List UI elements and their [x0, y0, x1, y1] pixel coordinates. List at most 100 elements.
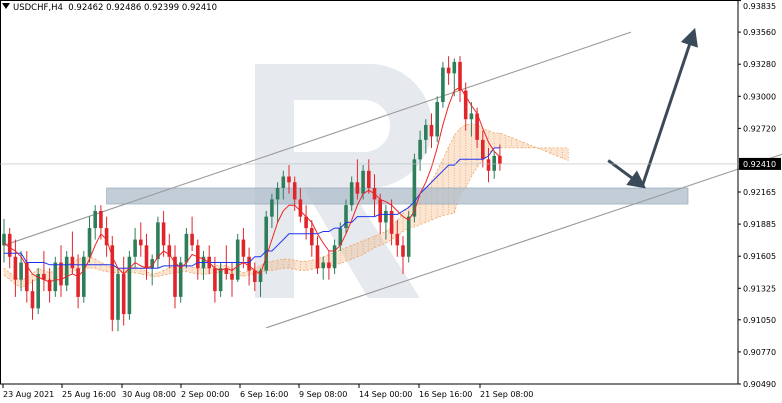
candle-body [218, 268, 223, 292]
arrow-down-icon [607, 159, 647, 189]
candle-body [441, 67, 445, 103]
candle-body [332, 245, 337, 269]
current-price-tag-label: 0.92410 [743, 160, 776, 169]
candle-body [492, 155, 496, 171]
candle [435, 96, 439, 143]
candle-body [469, 113, 474, 120]
current-price-tag-bg [739, 157, 781, 170]
candle-body [435, 102, 439, 137]
candle-body [161, 222, 166, 246]
candle-body [104, 228, 109, 246]
x-tick-label: 2 Sep 00:00 [181, 390, 229, 399]
candle [332, 239, 337, 274]
candle [264, 210, 268, 274]
candle-body [178, 262, 183, 297]
candle [184, 228, 189, 269]
candle [275, 182, 280, 223]
candle-body [110, 245, 115, 320]
candle-body [264, 216, 268, 271]
candle-body [424, 124, 428, 140]
candle [349, 176, 354, 211]
candle [110, 236, 115, 332]
channel-upper-line [3, 31, 632, 246]
candle [429, 113, 434, 148]
candle [139, 222, 143, 257]
candle [241, 228, 246, 269]
candle-body [82, 256, 86, 297]
candle-body [361, 170, 365, 194]
candle-body [2, 233, 6, 246]
candle-body [298, 199, 303, 217]
candle-body [59, 262, 63, 286]
candle [104, 216, 109, 257]
candle [201, 251, 206, 280]
candle [178, 256, 183, 303]
candle [327, 251, 331, 280]
candle-body [241, 239, 246, 257]
candle-body [156, 222, 160, 260]
candle-body [36, 273, 40, 309]
y-tick-label: 0.93560 [743, 28, 776, 37]
candle-body [247, 256, 251, 271]
arrow-up-icon [640, 27, 698, 187]
candle-body [25, 262, 29, 292]
y-tick-label: 0.91885 [743, 220, 776, 229]
y-tick-label: 0.91605 [743, 252, 776, 261]
candle-body [150, 259, 154, 269]
candle-body [42, 273, 46, 280]
candle [70, 231, 75, 274]
candle-body [190, 233, 194, 246]
candle [133, 228, 137, 269]
candle-body [458, 61, 462, 91]
candle [173, 245, 177, 309]
candle [367, 159, 371, 194]
candle-body [315, 245, 320, 269]
candle [121, 256, 126, 326]
candle-body [167, 245, 172, 257]
candle [127, 251, 132, 320]
candle-body [367, 170, 371, 188]
candle-body [99, 210, 103, 229]
triangle-down-icon[interactable] [2, 3, 10, 9]
candle [150, 254, 154, 286]
channel-lower-line [266, 153, 782, 329]
candle [161, 210, 166, 257]
candle [486, 147, 491, 183]
candle [42, 251, 46, 292]
y-tick-label: 0.90490 [743, 380, 776, 389]
candle [378, 193, 382, 234]
x-tick-label: 16 Sep 16:00 [419, 390, 472, 399]
x-tick-label: 25 Aug 16:00 [62, 390, 116, 399]
candle-body [127, 256, 132, 315]
candle-body [292, 182, 297, 200]
candle-body [481, 139, 485, 160]
candle-body [446, 67, 451, 74]
tenkan-sen-line [3, 86, 501, 283]
candle-body [389, 210, 394, 234]
candle-body [47, 279, 52, 292]
x-tick-label: 9 Sep 08:00 [299, 390, 347, 399]
y-tick-label: 0.92165 [743, 188, 776, 197]
candle-body [87, 228, 92, 257]
candle [144, 233, 149, 280]
candle-body [310, 228, 314, 246]
candle-body [253, 270, 257, 282]
trend-channel [3, 31, 782, 329]
candle-body [475, 113, 479, 140]
candle [13, 239, 18, 297]
x-tick-label: 14 Sep 00:00 [359, 390, 412, 399]
candle [167, 233, 172, 269]
current-price-tag: 0.92410 [739, 157, 781, 170]
candle-body [258, 270, 263, 282]
candle-body [378, 199, 382, 223]
ohlc-values: 0.92462 0.92486 0.92399 0.92410 [68, 3, 218, 13]
candle-body [76, 268, 80, 297]
candle [469, 102, 474, 137]
candle-body [338, 228, 343, 246]
candle [230, 262, 234, 297]
candle-body [418, 139, 422, 160]
chart-header: USDCHF,H4 0.92462 0.92486 0.92399 0.9241… [2, 3, 217, 13]
x-tick-label: 23 Aug 2021 [3, 390, 54, 399]
